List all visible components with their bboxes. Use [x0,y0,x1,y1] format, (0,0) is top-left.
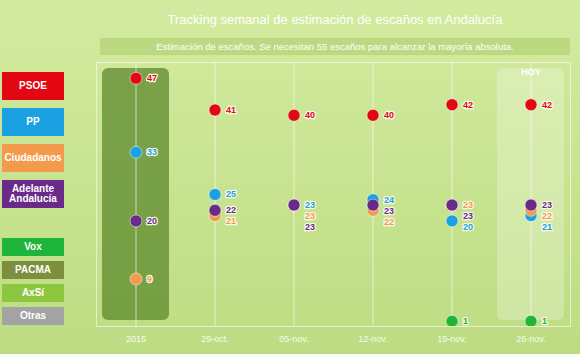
svg-text:05-nov.: 05-nov. [279,334,308,344]
svg-text:19-nov.: 19-nov. [437,334,466,344]
svg-text:41: 41 [226,105,236,115]
svg-text:40: 40 [305,110,315,120]
svg-text:HOY: HOY [521,67,541,77]
svg-text:47: 47 [147,73,157,83]
html-text:Vox: Vox [24,240,42,252]
svg-text:23: 23 [542,200,552,210]
svg-text:12-nov.: 12-nov. [358,334,387,344]
html-text:Adelante Andalucía: Adelante Andalucía [9,182,57,204]
html-text:PP: PP [26,115,40,127]
svg-text:42: 42 [542,100,552,110]
svg-text:23: 23 [305,222,315,232]
svg-text:23: 23 [463,211,473,221]
html-text:PSOE: PSOE [19,79,47,91]
svg-text:21: 21 [542,222,552,232]
svg-text:23: 23 [305,211,315,221]
svg-text:42: 42 [463,100,473,110]
svg-text:23: 23 [305,200,315,210]
html-text:PACMA: PACMA [15,263,51,275]
svg-text:21: 21 [226,216,236,226]
svg-text:1: 1 [463,316,468,326]
svg-text:22: 22 [542,211,552,221]
svg-text:25: 25 [226,189,236,199]
svg-text:2015: 2015 [126,334,146,344]
svg-text:40: 40 [384,110,394,120]
svg-text:22: 22 [384,217,394,227]
svg-text:26-nov.: 26-nov. [516,334,545,344]
svg-text:20: 20 [463,222,473,232]
html-text:Otras: Otras [19,309,47,321]
svg-text:22: 22 [226,205,236,215]
svg-text:20: 20 [147,216,157,226]
svg-text:33: 33 [147,147,157,157]
html-text:Ciudadanos: Ciudadanos [4,151,62,163]
svg-text:24: 24 [384,195,394,205]
svg-text:1: 1 [542,316,547,326]
html-text:AxSí: AxSí [21,286,45,298]
html-text:Tracking semanal de estimación: Tracking semanal de estimación de escaño… [167,12,503,27]
svg-text:23: 23 [384,206,394,216]
svg-text:9: 9 [147,274,152,284]
svg-text:23: 23 [463,200,473,210]
html-text:Estimación de escaños. Se nece: Estimación de escaños. Se necesitan 55 e… [156,41,514,52]
svg-text:29-oct.: 29-oct. [201,334,229,344]
